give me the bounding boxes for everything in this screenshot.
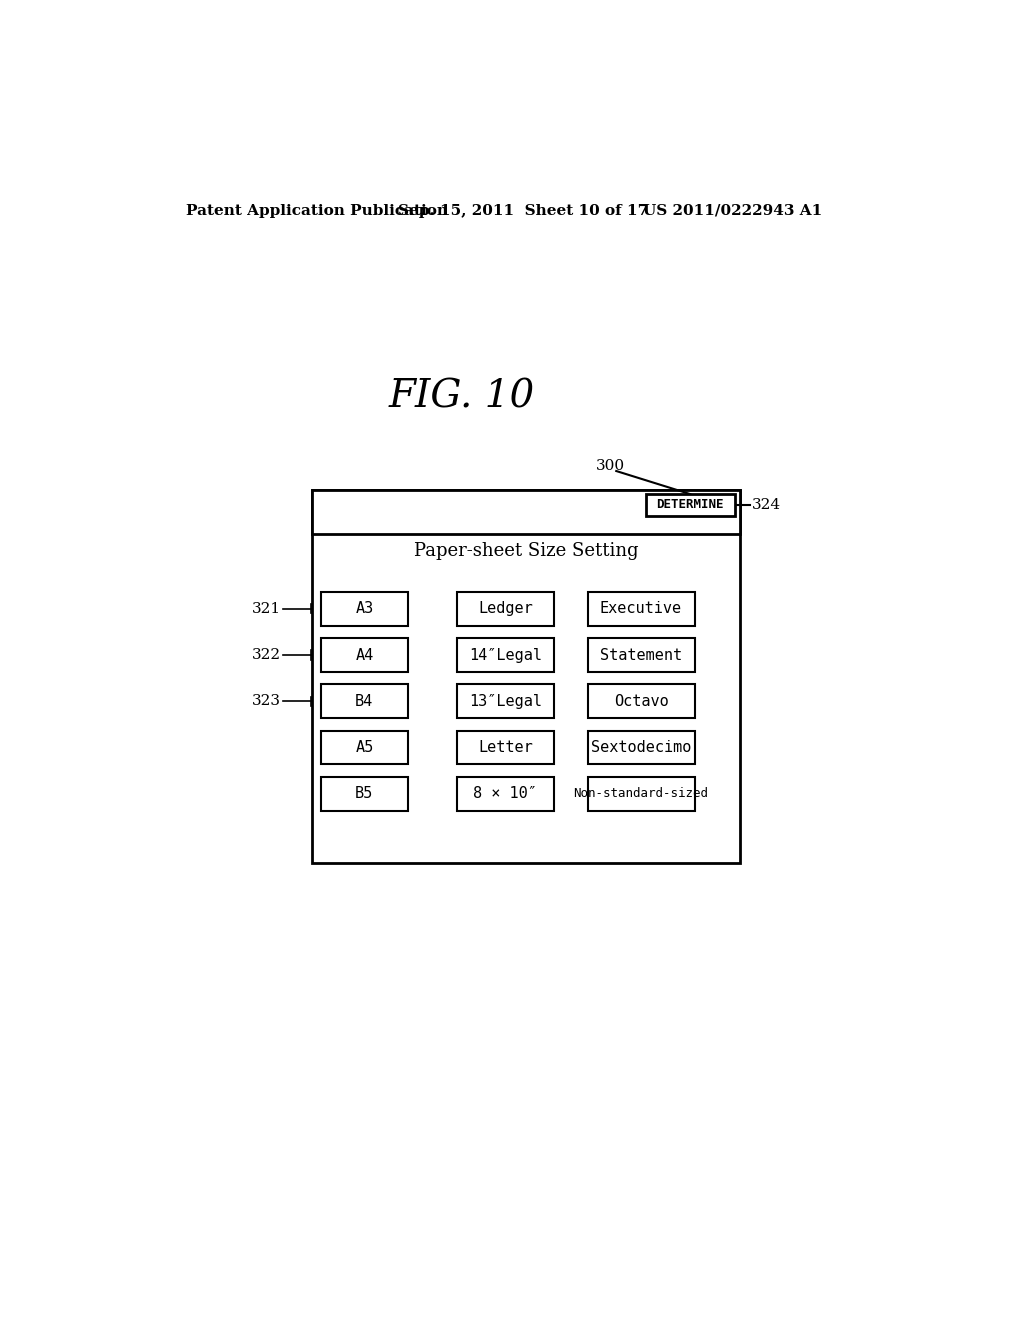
Bar <box>646 494 735 516</box>
Bar <box>457 776 554 810</box>
Bar <box>321 684 408 718</box>
Text: 323: 323 <box>252 694 281 709</box>
Bar <box>588 776 694 810</box>
Text: Sep. 15, 2011  Sheet 10 of 17: Sep. 15, 2011 Sheet 10 of 17 <box>397 203 648 218</box>
Bar <box>312 490 740 863</box>
Bar <box>457 730 554 764</box>
Bar <box>321 730 408 764</box>
Bar <box>457 591 554 626</box>
Text: Non-standard-sized: Non-standard-sized <box>573 787 709 800</box>
Bar <box>321 591 408 626</box>
Text: 321: 321 <box>252 602 281 616</box>
Text: DETERMINE: DETERMINE <box>656 499 724 511</box>
Text: B5: B5 <box>355 787 374 801</box>
Bar <box>312 490 740 535</box>
Bar <box>321 638 408 672</box>
Bar <box>457 638 554 672</box>
Bar <box>457 684 554 718</box>
Text: 300: 300 <box>596 459 625 474</box>
Bar <box>588 730 694 764</box>
Text: FIG. 10: FIG. 10 <box>388 379 535 416</box>
Bar <box>321 776 408 810</box>
Text: Paper-sheet Size Setting: Paper-sheet Size Setting <box>414 543 639 560</box>
Text: 14″Legal: 14″Legal <box>469 648 542 663</box>
Text: 324: 324 <box>752 498 781 512</box>
Text: Ledger: Ledger <box>478 602 532 616</box>
Text: A4: A4 <box>355 648 374 663</box>
Bar <box>588 684 694 718</box>
Text: Sextodecimo: Sextodecimo <box>591 741 691 755</box>
Text: Letter: Letter <box>478 741 532 755</box>
Text: B4: B4 <box>355 694 374 709</box>
Text: 8 × 10″: 8 × 10″ <box>473 787 538 801</box>
Text: Statement: Statement <box>600 648 682 663</box>
Text: Octavo: Octavo <box>613 694 669 709</box>
Text: A5: A5 <box>355 741 374 755</box>
Bar <box>588 591 694 626</box>
Text: Executive: Executive <box>600 602 682 616</box>
Text: A3: A3 <box>355 602 374 616</box>
Text: 322: 322 <box>252 648 281 663</box>
Text: 13″Legal: 13″Legal <box>469 694 542 709</box>
Text: Patent Application Publication: Patent Application Publication <box>186 203 449 218</box>
Bar <box>588 638 694 672</box>
Text: US 2011/0222943 A1: US 2011/0222943 A1 <box>643 203 822 218</box>
